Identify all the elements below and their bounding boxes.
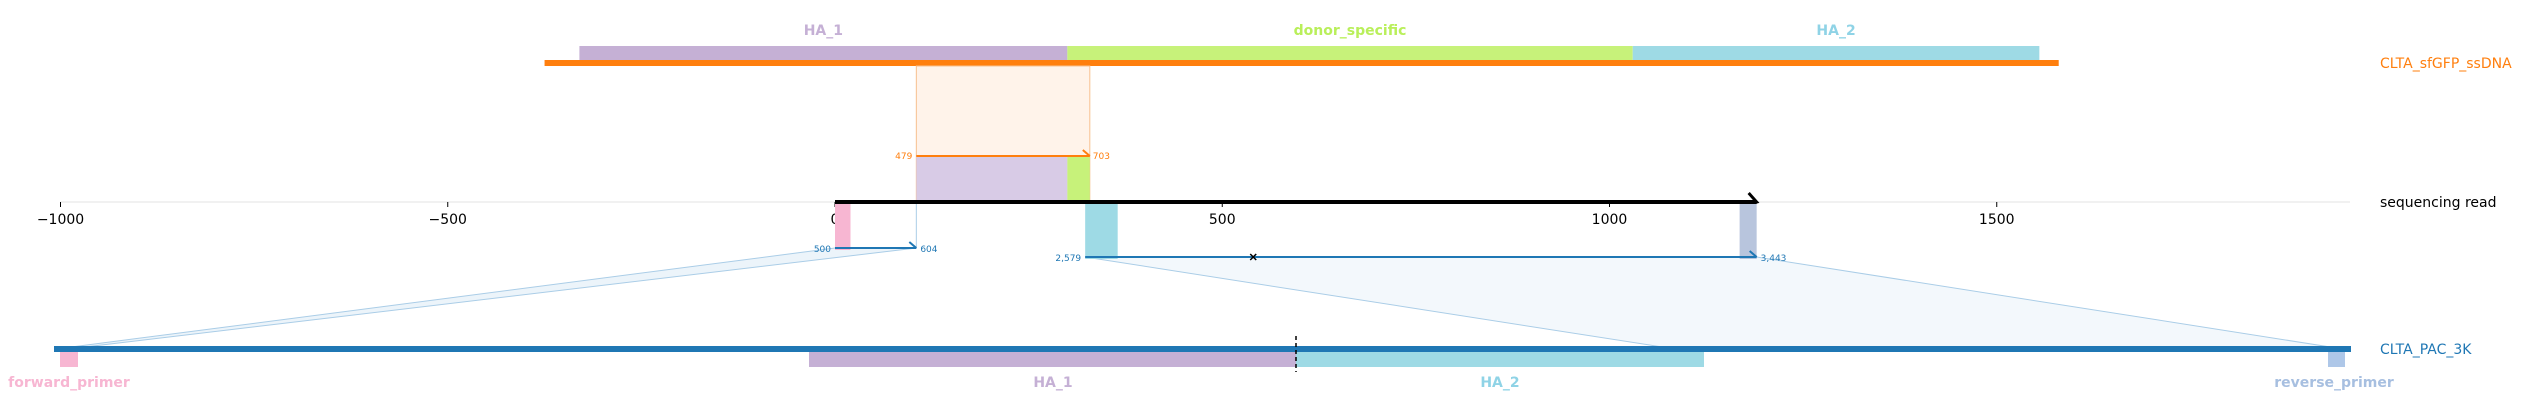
read-reverse-primer-overlay (1739, 204, 1757, 259)
read-forward-primer-overlay (835, 204, 851, 250)
axis-tick-label: 500 (1209, 212, 1236, 228)
axis-tick-label: 1500 (1979, 212, 2015, 228)
axis-tick-label: −1000 (37, 212, 84, 228)
axis-ticks: −1000−500050010001500 (37, 202, 2015, 228)
donor-feature-label-HA-1: HA_1 (804, 23, 843, 39)
genome-feature-label-HA-1: HA_1 (1033, 375, 1072, 391)
donor-alignment: 479 703 (895, 65, 1110, 203)
genome-alignment-right-start-label: 2,579 (1055, 254, 1081, 264)
genome-alignment-left-start-label: 500 (814, 245, 831, 255)
donor-features (579, 46, 2040, 60)
donor-alignment-arrowhead (1082, 149, 1091, 157)
donor-alignment-ha1-overlay (916, 156, 1068, 202)
genome-alignment-left-shade (55, 247, 917, 350)
axis-tick-label: −500 (429, 212, 467, 228)
genome-alignment-right-end-label: 3,443 (1761, 254, 1787, 264)
genome-alignment-right-shade (1085, 256, 2344, 350)
genome-reference-label: CLTA_PAC_3K (2380, 342, 2472, 358)
donor-feature-HA-2 (1632, 46, 2040, 60)
axis-tick-label: 1000 (1592, 212, 1628, 228)
donor-alignment-donor-specific-overlay (1067, 156, 1090, 202)
read-ha2-overlay (1085, 204, 1118, 259)
genome-feature-HA-1 (809, 352, 1296, 367)
genome-feature-reverse-primer (2328, 352, 2345, 367)
genome-feature-label-reverse-primer: reverse_primer (2274, 375, 2394, 391)
donor-reference-bar (544, 60, 2059, 66)
genome-reference-bar (54, 346, 2351, 352)
donor-reference-label: CLTA_sfGFP_ssDNA (2380, 56, 2512, 72)
sequencing-read (835, 192, 1760, 206)
donor-alignment-start-label: 479 (895, 152, 912, 162)
donor-feature-label-HA-2: HA_2 (1816, 23, 1855, 39)
genome-feature-HA-2 (1296, 352, 1704, 367)
donor-feature-label-donor-specific: donor_specific (1294, 23, 1407, 39)
genome-feature-forward-primer (60, 352, 78, 367)
genome-feature-label-forward-primer: forward_primer (8, 375, 130, 391)
sequencing-read-arrowhead (1747, 192, 1760, 206)
donor-feature-labels: HA_1 donor_specific HA_2 (804, 23, 1856, 39)
genome-features (60, 352, 2345, 367)
genome-alignment-right-arrowhead (1749, 250, 1758, 258)
sequencing-read-label: sequencing read (2380, 195, 2496, 211)
genome-feature-labels: forward_primer HA_1 HA_2 reverse_primer (8, 375, 2394, 391)
donor-feature-HA-1 (579, 46, 1068, 60)
mismatch-marker (1249, 253, 1257, 261)
genome-alignment-left-end-label: 604 (920, 245, 937, 255)
genome-alignment-left-arrowhead (908, 241, 917, 249)
donor-alignment-end-label: 703 (1093, 152, 1110, 162)
genome-feature-label-HA-2: HA_2 (1480, 375, 1519, 391)
donor-feature-donor-specific (1067, 46, 1633, 60)
